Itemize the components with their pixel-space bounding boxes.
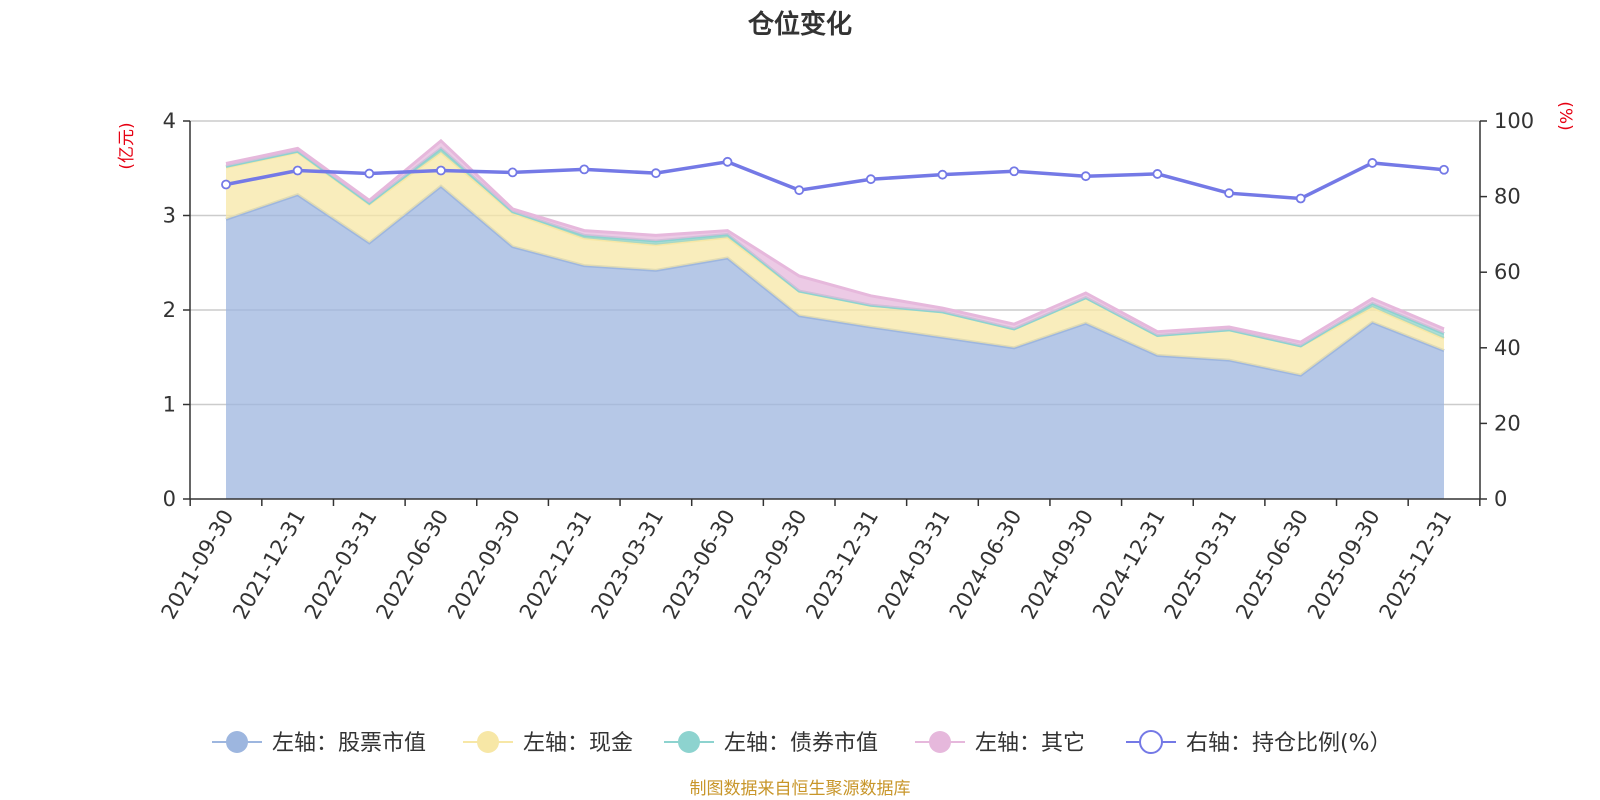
x-tick-label: 2024-06-30 — [945, 506, 1027, 624]
right-axis-unit: (%) — [1555, 101, 1575, 130]
x-tick-label: 2021-12-31 — [228, 506, 310, 624]
area-现金 — [226, 152, 1444, 376]
area-edge-其它 — [225, 138, 1445, 344]
left-tick-label: 3 — [163, 204, 176, 228]
ratio-point — [1439, 164, 1449, 175]
x-tick-label: 2022-06-30 — [371, 506, 453, 624]
right-tick-label: 100 — [1494, 109, 1534, 133]
legend-item[interactable]: 左轴：债券市值 — [664, 731, 878, 756]
left-tick-label: 0 — [163, 487, 176, 511]
left-tick-label: 2 — [163, 298, 176, 322]
x-tick-label: 2023-06-30 — [658, 506, 740, 624]
x-tick-label: 2022-09-30 — [443, 506, 525, 624]
chart-title: 仓位变化 — [747, 9, 852, 40]
ratio-line-path — [225, 160, 1445, 201]
right-axis-ticks: 0 20 40 60 80 100 — [1480, 109, 1534, 511]
x-tick-label: 2022-03-31 — [300, 506, 382, 624]
legend-marker — [226, 731, 248, 753]
legend-marker — [477, 731, 499, 753]
legend-label: 左轴：其它 — [975, 731, 1085, 756]
x-tick-label: 2023-09-30 — [730, 506, 812, 624]
legend-item[interactable]: 左轴：股票市值 — [212, 731, 426, 756]
x-tick-label: 2022-12-31 — [515, 506, 597, 624]
ratio-point — [1295, 193, 1306, 204]
x-tick-label: 2021-09-30 — [157, 506, 239, 624]
holding-ratio-line — [221, 156, 1449, 204]
ratio-point — [650, 168, 661, 179]
ratio-point — [292, 165, 303, 176]
ratio-point — [221, 179, 231, 190]
ratio-point — [794, 185, 805, 196]
legend-item[interactable]: 左轴：现金 — [463, 731, 633, 756]
ratio-point — [507, 167, 518, 178]
legend-marker — [678, 731, 700, 753]
right-tick-label: 60 — [1494, 260, 1521, 284]
right-tick-label: 40 — [1494, 336, 1521, 360]
x-tick-label: 2024-09-30 — [1016, 506, 1098, 624]
legend-item[interactable]: 左轴：其它 — [915, 731, 1085, 756]
x-tick-label: 2025-12-31 — [1375, 506, 1457, 624]
legend-label: 左轴：现金 — [523, 731, 633, 756]
x-tick-label: 2025-06-30 — [1231, 506, 1313, 624]
area-股票市值 — [226, 186, 1444, 499]
ratio-point — [722, 156, 733, 167]
legend-label: 右轴：持仓比例(%） — [1186, 731, 1392, 756]
legend-item[interactable]: 右轴：持仓比例(%） — [1126, 730, 1392, 756]
ratio-point — [436, 165, 446, 176]
ratio-point — [937, 169, 948, 180]
legend-label: 左轴：债券市值 — [724, 731, 878, 756]
ratio-point — [1152, 169, 1163, 179]
x-tick-label: 2024-12-31 — [1088, 506, 1170, 624]
left-axis-unit: (亿元) — [117, 122, 137, 169]
x-axis-ticks: 2021-09-302021-12-312022-03-312022-06-30… — [157, 499, 1481, 624]
ratio-point — [1080, 171, 1091, 182]
left-tick-label: 4 — [163, 109, 176, 133]
left-axis-ticks: 0 1 2 3 4 — [163, 109, 190, 511]
x-tick-label: 2025-09-30 — [1303, 506, 1385, 624]
x-tick-label: 2023-03-31 — [586, 506, 668, 624]
ratio-point — [1009, 166, 1020, 177]
ratio-point — [865, 174, 876, 185]
source-note: 制图数据来自恒生聚源数据库 — [690, 779, 911, 799]
stacked-areas — [225, 138, 1445, 499]
right-tick-label: 0 — [1494, 487, 1507, 511]
x-tick-label: 2023-12-31 — [801, 506, 883, 624]
ratio-point — [1224, 188, 1234, 199]
ratio-point — [579, 164, 590, 175]
legend-label: 左轴：股票市值 — [272, 731, 426, 756]
right-tick-label: 20 — [1494, 411, 1521, 435]
x-tick-label: 2024-03-31 — [873, 506, 955, 624]
legend-marker — [1139, 730, 1163, 754]
legend: 左轴：股票市值 左轴：现金 左轴：债券市值 左轴：其它 右轴：持仓比例(%） — [212, 730, 1392, 756]
left-tick-label: 1 — [163, 393, 176, 417]
ratio-point — [1367, 158, 1378, 168]
ratio-point — [364, 168, 375, 179]
legend-marker — [929, 731, 951, 753]
x-tick-label: 2025-03-31 — [1160, 506, 1242, 624]
right-tick-label: 80 — [1494, 185, 1521, 209]
